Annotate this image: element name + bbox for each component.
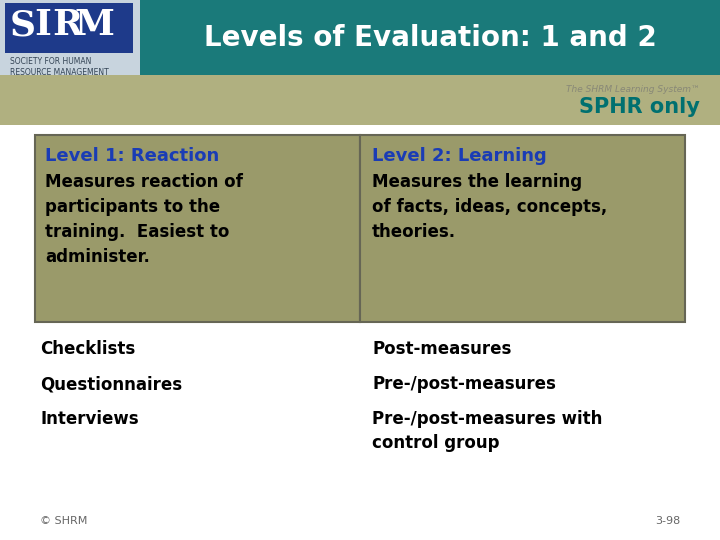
Text: Measures reaction of
participants to the
training.  Easiest to
administer.: Measures reaction of participants to the… [45, 173, 243, 266]
Text: S: S [10, 8, 36, 42]
Text: Post-measures: Post-measures [372, 340, 511, 358]
Bar [0, 75, 720, 125]
Text: Level 1: Reaction: Level 1: Reaction [45, 147, 220, 165]
Text: M: M [74, 8, 114, 42]
Bar [35, 135, 360, 322]
Text: Level 2: Learning: Level 2: Learning [372, 147, 546, 165]
Text: SPHR only: SPHR only [579, 97, 700, 117]
Text: Levels of Evaluation: 1 and 2: Levels of Evaluation: 1 and 2 [204, 24, 657, 52]
Text: Interviews: Interviews [40, 410, 139, 428]
Text: The SHRM Learning System™: The SHRM Learning System™ [566, 85, 700, 94]
Text: I: I [34, 8, 51, 42]
Text: Questionnaires: Questionnaires [40, 375, 182, 393]
Bar [5, 3, 133, 53]
Text: Pre-/post-measures: Pre-/post-measures [372, 375, 556, 393]
Text: © SHRM: © SHRM [40, 516, 87, 526]
Text: Checklists: Checklists [40, 340, 135, 358]
Bar [360, 135, 685, 322]
Text: 3-98: 3-98 [654, 516, 680, 526]
Text: Pre-/post-measures with
control group: Pre-/post-measures with control group [372, 410, 603, 453]
Bar [0, 0, 720, 75]
Text: R: R [52, 8, 82, 42]
Text: Measures the learning
of facts, ideas, concepts,
theories.: Measures the learning of facts, ideas, c… [372, 173, 607, 241]
Bar [0, 0, 140, 75]
Text: SOCIETY FOR HUMAN
RESOURCE MANAGEMENT: SOCIETY FOR HUMAN RESOURCE MANAGEMENT [10, 57, 109, 77]
